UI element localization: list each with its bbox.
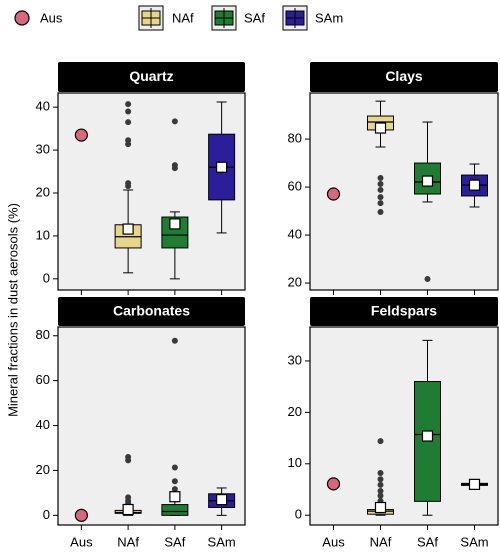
panel-title: Feldspars xyxy=(371,303,437,319)
outlier xyxy=(125,183,132,190)
mean xyxy=(421,175,434,187)
outlier xyxy=(125,119,132,126)
y-tick-label: 30 xyxy=(36,142,50,157)
point xyxy=(326,477,341,491)
outlier xyxy=(377,438,384,445)
mean xyxy=(468,478,481,490)
outlier xyxy=(125,457,132,464)
x-tick-label: SAm xyxy=(208,534,236,549)
panel-title: Quartz xyxy=(129,68,173,84)
x-tick-label: NAf xyxy=(117,534,139,549)
panel-header xyxy=(310,62,498,92)
outlier xyxy=(377,492,384,499)
y-tick-label: 20 xyxy=(288,274,302,289)
panel-header xyxy=(58,62,245,92)
mean xyxy=(216,161,228,173)
outlier xyxy=(377,470,384,477)
legend-label: Aus xyxy=(40,10,63,25)
mean xyxy=(122,503,134,516)
outlier xyxy=(377,200,384,207)
mean xyxy=(374,501,387,514)
outlier xyxy=(377,186,384,193)
legend-label: SAm xyxy=(315,10,343,25)
outlier xyxy=(125,101,132,108)
y-tick-label: 40 xyxy=(36,99,50,114)
outlier xyxy=(171,118,178,125)
mean xyxy=(421,430,434,442)
y-tick-label: 0 xyxy=(43,507,50,522)
outlier xyxy=(377,481,384,488)
outlier xyxy=(125,141,132,148)
outlier xyxy=(377,194,384,201)
outlier xyxy=(171,337,178,344)
panel-title: Carbonates xyxy=(113,303,190,319)
point xyxy=(74,508,88,522)
outlier xyxy=(171,464,178,471)
y-tick-label: 80 xyxy=(36,327,50,342)
outlier xyxy=(377,488,384,495)
x-tick-label: SAm xyxy=(460,534,488,549)
outlier xyxy=(171,478,178,485)
box xyxy=(161,504,189,516)
mean xyxy=(468,179,481,191)
x-tick-label: SAf xyxy=(164,534,185,549)
y-tick-label: 40 xyxy=(288,226,302,241)
outlier xyxy=(377,180,384,187)
mean xyxy=(169,218,181,230)
point xyxy=(326,187,341,201)
y-tick-label: 20 xyxy=(36,184,50,199)
outlier xyxy=(125,108,132,115)
y-tick-label: 10 xyxy=(288,455,302,470)
y-tick-label: 10 xyxy=(36,227,50,242)
mean xyxy=(216,494,228,506)
x-tick-label: SAf xyxy=(417,534,438,549)
legend-label: NAf xyxy=(172,10,194,25)
outlier xyxy=(377,174,384,181)
y-tick-label: 30 xyxy=(288,352,302,367)
outlier xyxy=(171,165,178,172)
y-tick-label: 60 xyxy=(288,178,302,193)
y-tick-label: 20 xyxy=(288,404,302,419)
panel-header xyxy=(58,297,245,326)
outlier xyxy=(377,209,384,216)
legend-label: SAf xyxy=(244,10,265,25)
y-tick-label: 60 xyxy=(36,372,50,387)
mean xyxy=(374,122,387,134)
point xyxy=(74,128,88,142)
x-tick-label: Aus xyxy=(70,534,93,549)
plot-area xyxy=(57,326,246,526)
y-tick-label: 20 xyxy=(36,462,50,477)
y-tick-label: 80 xyxy=(288,131,302,146)
outlier xyxy=(171,486,178,493)
x-tick-label: Aus xyxy=(322,534,345,549)
y-axis-label: Mineral fractions in dust aerosols (%) xyxy=(5,203,20,417)
panel-title: Clays xyxy=(385,68,423,84)
y-tick-label: 0 xyxy=(43,270,50,285)
plot-area xyxy=(309,326,499,526)
panel-header xyxy=(310,297,498,326)
y-tick-label: 0 xyxy=(295,507,302,522)
outlier xyxy=(424,275,431,282)
legend-marker xyxy=(14,10,30,26)
y-tick-label: 40 xyxy=(36,417,50,432)
x-tick-label: NAf xyxy=(370,534,392,549)
mean xyxy=(169,491,181,503)
outlier xyxy=(377,476,384,483)
mean xyxy=(122,223,134,235)
